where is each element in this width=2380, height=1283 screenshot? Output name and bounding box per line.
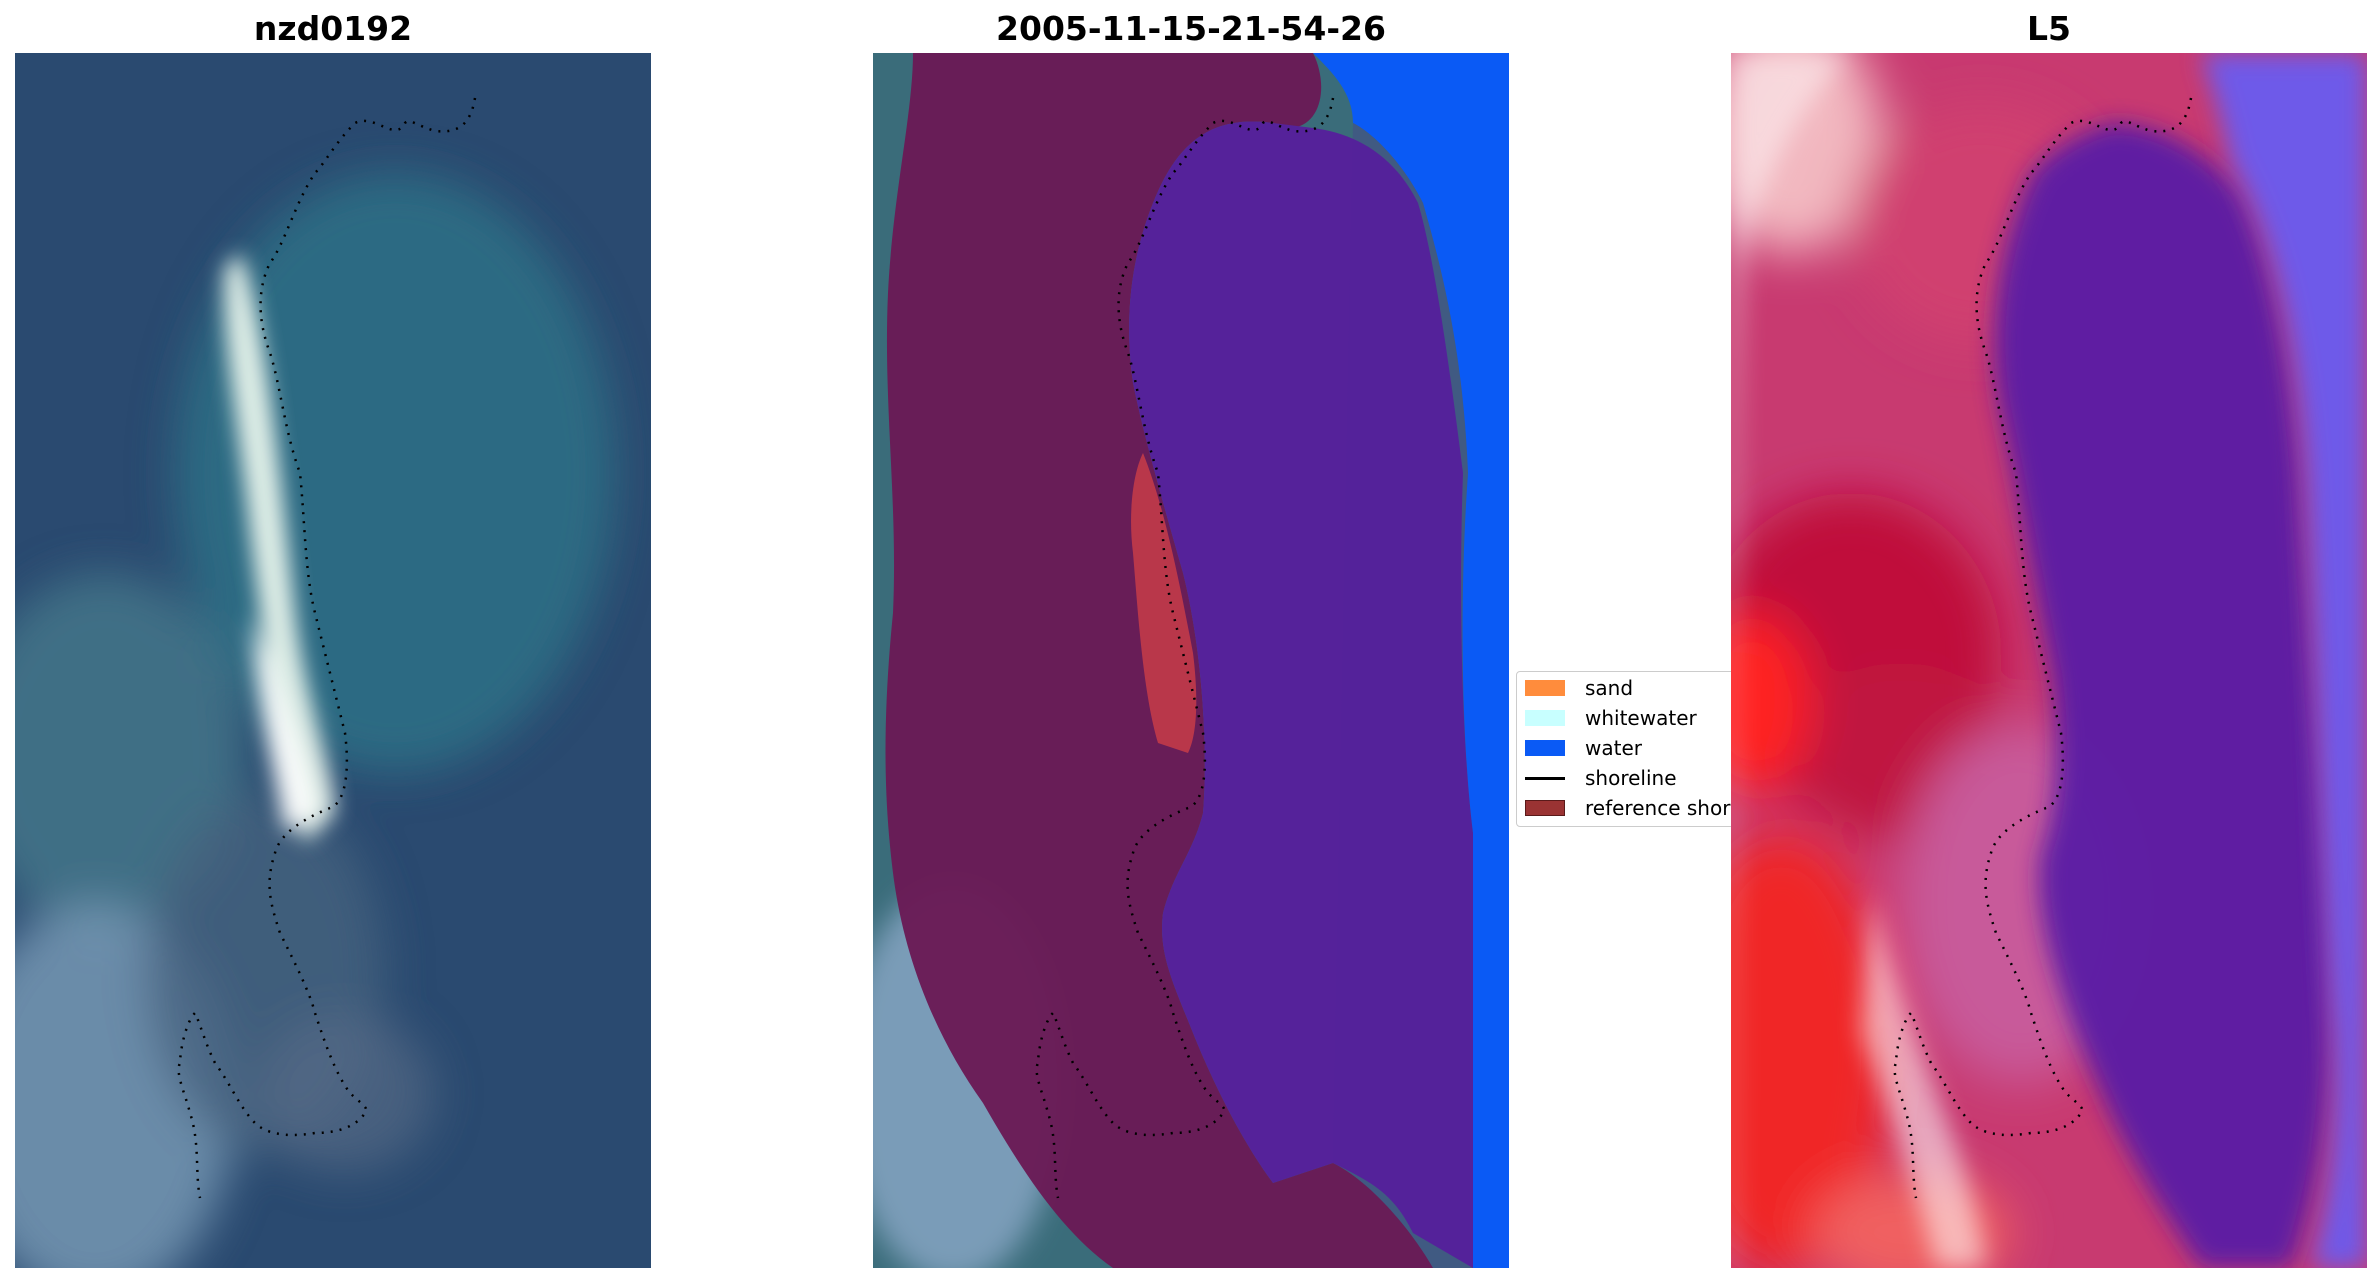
shoreline-line-swatch — [1525, 776, 1565, 780]
water-swatch — [1525, 740, 1565, 756]
legend: sand whitewater water shoreline referenc… — [1516, 671, 1736, 827]
legend-item-shoreline: shoreline — [1525, 764, 1735, 792]
sand-swatch — [1525, 680, 1565, 696]
panel-title-classified: 2005-11-15-21-54-26 — [996, 9, 1386, 48]
whitewater-swatch — [1525, 710, 1565, 726]
legend-item-water: water — [1525, 734, 1735, 762]
panel-title-rgb: nzd0192 — [253, 9, 413, 48]
legend-item-whitewater: whitewater — [1525, 704, 1735, 732]
legend-label: reference shoreline — [1585, 796, 1735, 820]
legend-item-reference-shoreline: reference shoreline — [1525, 794, 1735, 822]
legend-label: sand — [1585, 676, 1634, 700]
reference-shoreline-swatch — [1525, 800, 1565, 816]
classified-image — [873, 53, 1509, 1268]
index-image — [1731, 53, 2367, 1268]
legend-label: whitewater — [1585, 706, 1697, 730]
panel-title-index: L5 — [2027, 9, 2071, 48]
legend-label: water — [1585, 736, 1642, 760]
legend-item-sand: sand — [1525, 674, 1735, 702]
rgb-satellite-image — [15, 53, 651, 1268]
legend-label: shoreline — [1585, 766, 1677, 790]
